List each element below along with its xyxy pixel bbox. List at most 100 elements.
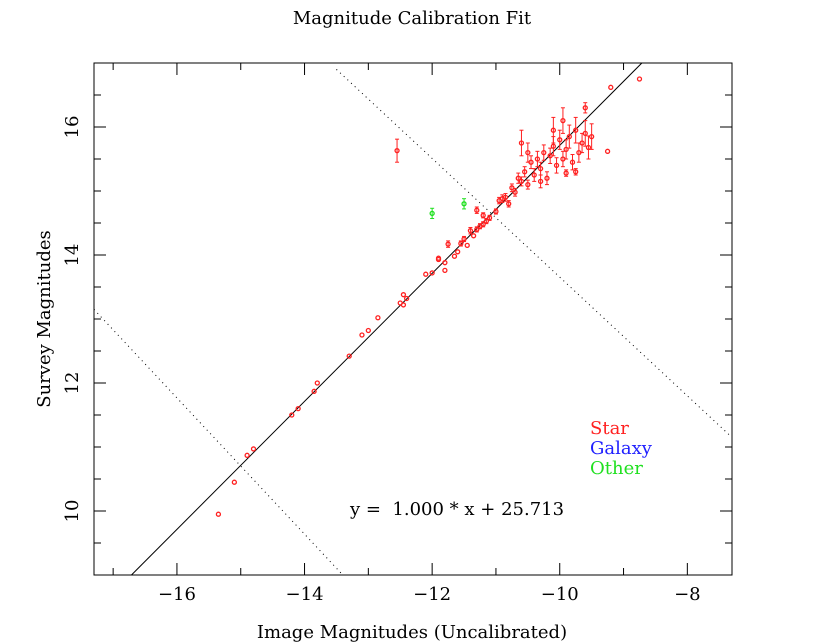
marker [541, 149, 547, 156]
marker [515, 175, 521, 181]
marker [563, 146, 569, 153]
clip-line [336, 69, 733, 438]
marker [534, 156, 541, 162]
marker [375, 315, 381, 321]
marker [553, 162, 560, 169]
marker [557, 137, 563, 143]
data-point [461, 198, 467, 210]
data-point [215, 511, 222, 517]
marker [314, 380, 320, 386]
axis-ticks [94, 62, 732, 575]
data-point [557, 129, 563, 150]
data-point [493, 208, 499, 215]
data-point [250, 446, 257, 452]
marker [455, 249, 461, 255]
data-point [518, 129, 525, 157]
data-point [604, 148, 611, 154]
marker [636, 76, 643, 82]
marker [445, 241, 451, 247]
marker [550, 143, 557, 149]
data-point [522, 166, 528, 178]
y-tick-label: 16 [62, 116, 83, 139]
data-point [470, 233, 477, 239]
marker [403, 295, 410, 302]
legend-entry: Galaxy [590, 438, 653, 459]
marker [550, 127, 557, 133]
data-point [429, 270, 435, 276]
data-point [531, 168, 537, 182]
data-point [636, 76, 643, 82]
marker [566, 133, 572, 140]
x-tick-label: −8 [674, 584, 701, 605]
marker [394, 148, 400, 154]
marker [429, 270, 435, 276]
marker [250, 446, 257, 452]
clip-line [93, 309, 344, 576]
marker [480, 212, 486, 218]
marker [525, 181, 531, 188]
data-point [506, 200, 512, 208]
marker [525, 149, 531, 156]
data-point [314, 380, 320, 386]
marker [588, 133, 595, 140]
data-point [608, 84, 614, 90]
data-point [579, 132, 585, 154]
data-point [429, 207, 435, 220]
data-point [563, 169, 569, 177]
data-point [569, 154, 576, 171]
data-point [461, 235, 467, 243]
data-point [244, 452, 250, 458]
data-point [537, 161, 544, 176]
marker [483, 218, 490, 224]
data-point [588, 123, 595, 150]
clip-lines [93, 69, 733, 576]
data-point [231, 479, 238, 485]
data-point [289, 412, 295, 418]
marker [560, 117, 566, 124]
data-point [550, 116, 557, 144]
data-point [563, 139, 569, 160]
marker [311, 388, 317, 394]
legend-entry: Other [590, 458, 643, 479]
marker [467, 228, 474, 234]
marker [359, 332, 365, 338]
data-point [512, 187, 518, 197]
data-point [544, 171, 550, 186]
marker [522, 169, 528, 175]
marker [346, 353, 352, 359]
marker [582, 105, 588, 111]
x-tick-label: −12 [413, 584, 451, 605]
data-point [442, 267, 448, 274]
data-point [474, 206, 480, 214]
marker [365, 327, 371, 334]
data-point [375, 315, 381, 321]
data-point [573, 116, 579, 144]
data-point [311, 388, 317, 394]
data-point [553, 157, 560, 174]
data-point [582, 120, 588, 147]
marker [608, 84, 614, 90]
marker [518, 178, 525, 185]
data-point [541, 144, 547, 161]
marker [295, 405, 301, 412]
data-point [403, 295, 410, 302]
data-point [480, 221, 486, 228]
marker [442, 260, 448, 266]
chart-title: Magnitude Calibration Fit [293, 8, 532, 29]
marker [464, 242, 470, 249]
data-points [215, 76, 643, 517]
y-tick-label: 12 [62, 372, 83, 395]
data-point [525, 179, 531, 190]
marker [423, 271, 429, 277]
data-point [295, 405, 301, 412]
data-point [525, 142, 531, 163]
data-point [566, 124, 572, 149]
data-point [509, 183, 515, 193]
marker [537, 178, 544, 185]
data-point [442, 260, 448, 266]
marker [474, 226, 480, 233]
marker [480, 221, 486, 227]
legend-entry: Star [590, 418, 629, 439]
marker [400, 292, 407, 298]
